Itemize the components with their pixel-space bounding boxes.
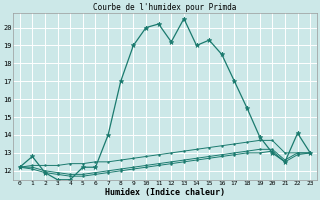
Title: Courbe de l'humidex pour Primda: Courbe de l'humidex pour Primda bbox=[93, 3, 236, 12]
X-axis label: Humidex (Indice chaleur): Humidex (Indice chaleur) bbox=[105, 188, 225, 197]
